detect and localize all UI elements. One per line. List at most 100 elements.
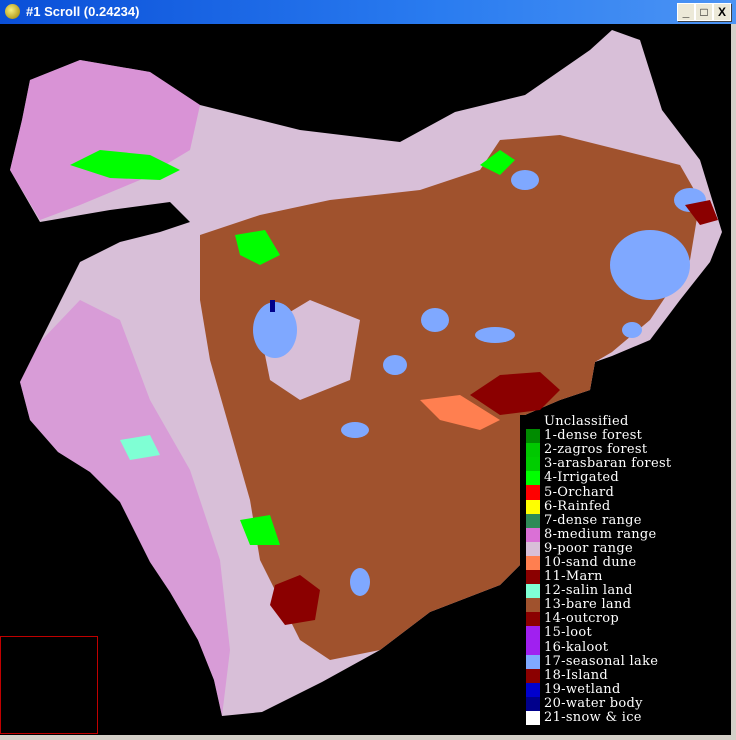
wetland [270,300,275,312]
legend-swatch [526,457,540,472]
legend-swatch [526,429,540,444]
legend-label: 12-salin land [544,583,633,599]
legend-item: 16-kaloot [526,639,671,655]
legend-swatch [526,682,540,697]
legend-swatch [526,415,540,430]
legend-swatch [526,570,540,585]
legend-swatch [526,710,540,726]
legend-label: 10-sand dune [544,554,637,570]
legend-item: 10-sand dune [526,554,671,571]
legend-label: 14-outcrop [544,611,620,627]
legend-label: 1-dense forest [544,428,643,444]
legend-swatch [526,555,540,571]
seasonal-lake [341,422,369,438]
legend-item: 11-Marn [526,569,671,585]
legend-label: 5-Orchard [544,484,615,500]
seasonal-lake [511,170,539,190]
seasonal-lake [610,230,690,300]
region-medium-range-sw [20,300,230,716]
legend-item: Unclassified [526,414,671,430]
seasonal-lake [383,355,407,375]
legend-swatch [526,696,540,711]
salin-land [120,435,160,460]
legend-swatch [526,654,540,669]
legend-background [520,415,731,735]
legend-swatch [526,527,540,542]
legend-item: 15-loot [526,625,671,641]
legend-item: 17-seasonal lake [526,653,671,669]
legend-label: 16-kaloot [544,639,609,655]
irrigated [235,230,280,265]
legend-label: 18-Island [544,667,609,683]
legend-swatch [526,640,540,655]
legend-label: 4-Irrigated [544,470,619,486]
legend-swatch [526,485,540,500]
seasonal-lake [350,568,370,596]
legend-item: 20-water body [526,695,671,711]
legend-label: 9-poor range [544,540,633,556]
legend-swatch [526,612,540,627]
legend-item: 8-medium range [526,526,671,542]
irrigated [240,515,280,545]
zoom-window-indicator[interactable] [0,636,98,734]
legend-swatch [526,541,540,556]
title-bar[interactable]: #1 Scroll (0.24234) _ □ X [0,0,736,24]
maximize-button[interactable]: □ [695,3,713,21]
seasonal-lake [475,327,515,343]
app-icon [5,4,20,19]
legend-label: 11-Marn [544,569,603,585]
legend-label: 6-Rainfed [544,498,611,514]
legend-swatch [526,598,540,613]
legend-label: Unclassified [544,414,629,430]
legend-item: 1-dense forest [526,428,671,444]
irrigated [480,150,515,175]
legend-swatch [526,584,540,599]
seasonal-lake [622,322,642,338]
legend-item: 9-poor range [526,540,671,556]
seasonal-lake [253,302,297,358]
region-medium-range [10,60,200,220]
legend-item: 19-wetland [526,681,671,697]
close-button[interactable]: X [713,3,731,21]
legend-item: 4-Irrigated [526,470,671,486]
sand-dune [420,395,500,430]
legend-item: 2-zagros forest [526,442,671,458]
minimize-button[interactable]: _ [677,3,695,21]
scroll-image-view[interactable]: Unclassified 1-dense forest 2-zagros fores… [0,24,731,735]
legend-label: 13-bare land [544,597,632,613]
legend-swatch [526,626,540,641]
legend-item: 12-salin land [526,583,671,599]
marn [470,372,560,415]
legend-item: 6-Rainfed [526,498,671,514]
legend-item: 14-outcrop [526,611,671,627]
window-border-right [731,24,736,740]
marn [270,575,320,625]
seasonal-lake [421,308,449,332]
legend: Unclassified 1-dense forest 2-zagros fores… [526,414,672,726]
marn [685,200,718,225]
legend-swatch [526,443,540,458]
legend-swatch [526,499,540,514]
window-title: #1 Scroll (0.24234) [26,4,140,19]
legend-item: 21-snow & ice [526,710,671,726]
legend-item: 5-Orchard [526,484,671,500]
legend-swatch [526,471,540,486]
legend-item: 7-dense range [526,512,671,528]
legend-label: 2-zagros forest [544,442,648,458]
land-cover-map [10,30,731,735]
legend-label: 19-wetland [544,681,621,697]
legend-label: 3-arasbaran forest [544,456,672,472]
legend-label: 21-snow & ice [544,710,642,726]
legend-item: 13-bare land [526,597,671,613]
irrigated [70,150,180,180]
legend-item: 3-arasbaran forest [526,456,672,472]
legend-label: 20-water body [544,695,643,711]
legend-swatch [526,668,540,683]
legend-label: 17-seasonal lake [544,653,659,669]
legend-label: 8-medium range [544,526,657,542]
window-border-bottom [0,735,736,740]
legend-item: 18-Island [526,667,671,683]
legend-swatch [526,513,540,528]
legend-label: 7-dense range [544,512,642,528]
legend-label: 15-loot [544,625,593,641]
